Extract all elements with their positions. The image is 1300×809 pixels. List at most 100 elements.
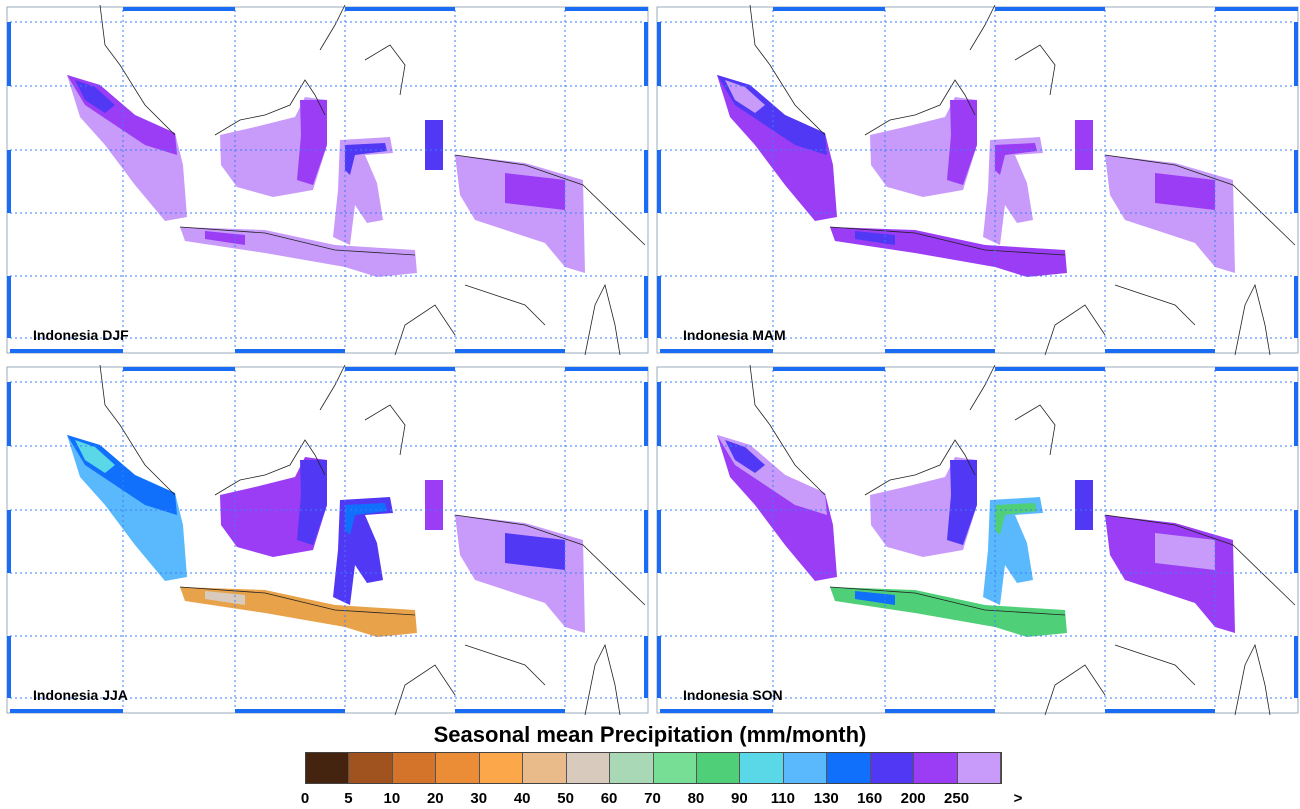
region-sumatra-accent2 [75,80,115,113]
coastline [584,283,621,355]
colorbar-swatch [566,753,611,783]
coastline [99,5,176,136]
region-sulawesi-accent [345,503,387,535]
coastline [1044,304,1106,355]
map-panel-3: Indonesia JJA [5,365,650,715]
colorbar-swatch [306,753,350,783]
coastline [179,586,416,616]
map-frame [657,367,1298,713]
coastline [1104,514,1296,606]
coastline [829,226,1066,256]
coastline [749,365,826,496]
region-borneo-accent [947,100,977,185]
colorbar-tick-label: 60 [600,790,618,807]
colorbar-tick-label: 5 [344,790,353,807]
colorbar-tick-label: 90 [731,790,748,807]
coastline [319,365,346,411]
colorbar-swatch [392,753,437,783]
map-frame [7,367,648,713]
coastline [1014,44,1056,96]
coastline [394,304,456,355]
coastline [364,44,406,96]
coastline [969,5,996,51]
region-sulawesi-accent [345,143,387,175]
colorbar-swatch [870,753,915,783]
coastline [464,644,546,686]
coastline [179,226,416,256]
colorbar-swatch [653,753,697,783]
precip-map [656,365,1299,715]
colorbar-swatch [914,753,958,783]
region-moluccas [425,480,443,530]
coastline [214,79,326,136]
colorbar-tick-label: 200 [900,790,926,807]
region-papua-accent [1155,533,1215,570]
coastline [214,439,326,496]
colorbar-swatch [610,753,654,783]
coastline [1234,283,1271,355]
colorbar-tick-label: 130 [813,790,839,807]
colorbar-tick-label: 110 [770,790,795,807]
region-sumatra-accent2 [725,440,765,473]
colorbar [305,752,1002,784]
map-frame [657,7,1298,353]
panel-label: Indonesia SON [683,687,783,703]
panel-label: Indonesia DJF [33,327,129,343]
coastline [1014,404,1056,456]
region-moluccas [1075,120,1093,170]
colorbar-swatch [436,753,480,783]
map-frame [7,7,648,353]
colorbar-tick-label: 50 [557,790,574,807]
colorbar-tick-label: 80 [687,790,705,807]
region-papua-accent [1155,173,1215,210]
colorbar-swatch [479,753,524,783]
colorbar-tick-label: 10 [383,790,401,807]
colorbar-swatch [783,753,828,783]
colorbar-swatch [696,753,741,783]
region-sumatra-accent2 [725,80,765,113]
region-borneo-accent [947,460,977,545]
coastline [749,5,826,136]
map-panel-4: Indonesia SON [655,365,1300,715]
colorbar-tick-label: 250 [944,790,970,807]
coastline [454,514,646,606]
colorbar-swatch [957,753,1001,783]
coastline [454,154,646,246]
colorbar-tick-label: 20 [426,790,444,807]
precip-map [656,5,1299,355]
region-papua-accent [505,173,565,210]
colorbar-tick-label: 160 [857,790,883,807]
coastline [1114,284,1196,326]
coastline [1114,644,1196,686]
colorbar-tick-label: > [1013,790,1023,807]
region-moluccas [1075,480,1093,530]
region-sulawesi-accent [995,143,1037,175]
coastline [969,365,996,411]
coastline [319,5,346,51]
panel-label: Indonesia JJA [33,687,128,703]
colorbar-swatch [523,753,567,783]
colorbar-tick-label: 40 [513,790,531,807]
colorbar-swatch [827,753,871,783]
region-borneo-accent [297,460,327,545]
panel-label: Indonesia MAM [683,327,786,343]
coastline [364,404,406,456]
colorbar-title: Seasonal mean Precipitation (mm/month) [433,722,867,747]
coastline [584,643,621,715]
region-papua-accent [505,533,565,570]
coastline [1234,643,1271,715]
colorbar-swatch [740,753,784,783]
coastline [394,664,456,715]
region-moluccas [425,120,443,170]
region-sulawesi-accent [995,503,1037,535]
precip-map [6,365,649,715]
coastline [464,284,546,326]
coastline [829,586,1066,616]
coastline [864,439,976,496]
map-panel-2: Indonesia MAM [655,5,1300,355]
map-panel-1: Indonesia DJF [5,5,650,355]
colorbar-tick-label: 0 [300,790,310,807]
colorbar-tick-label: 70 [644,790,661,807]
coastline [1044,664,1106,715]
region-borneo-accent [297,100,327,185]
